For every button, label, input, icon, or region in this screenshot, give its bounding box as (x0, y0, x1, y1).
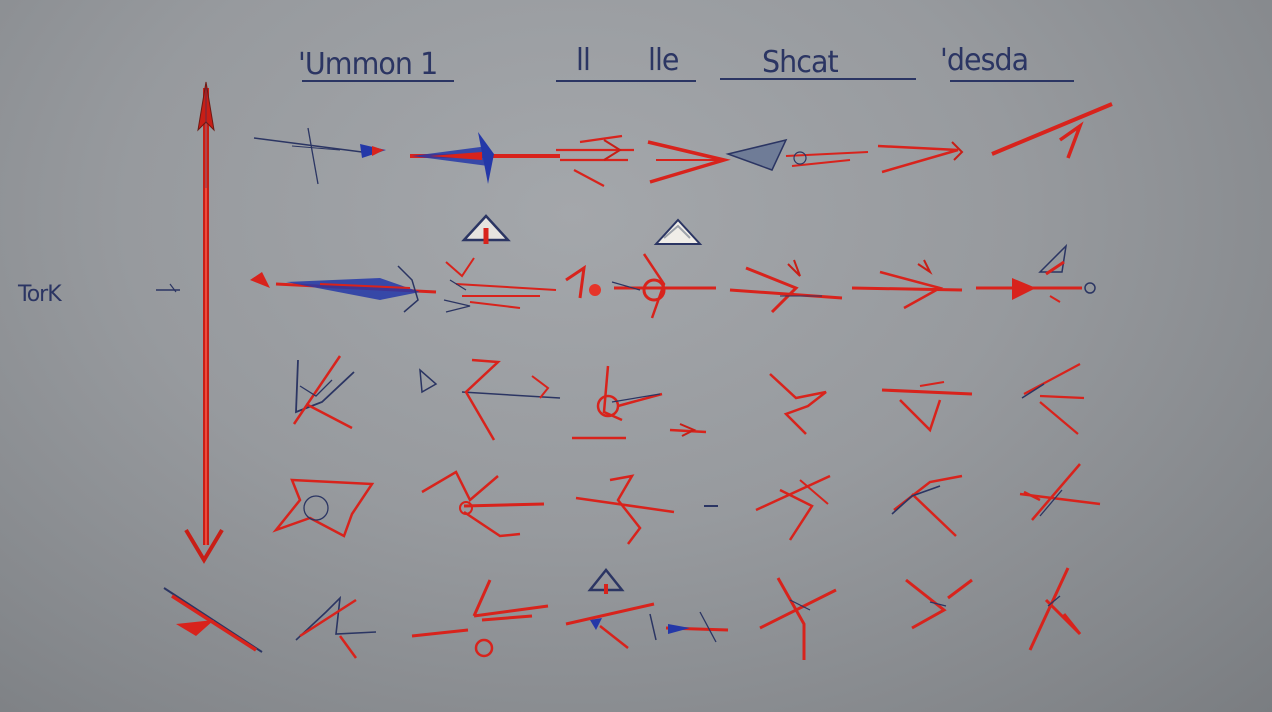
row4-arrow-3-icon (575, 474, 675, 545)
row3-arrow-4-icon (669, 423, 707, 437)
row4-arrow-5-icon (891, 474, 963, 537)
row5-arrow-3-icon (411, 579, 549, 658)
header-label-2: ll (576, 43, 591, 78)
row3-arrow-7-icon (1021, 363, 1085, 435)
row2-arrow-3-icon (565, 253, 716, 319)
header-underline-2 (556, 80, 696, 82)
row1-arrow-1-icon (253, 127, 386, 185)
header-label-3: lle (648, 43, 679, 78)
row2-arrow-4-icon (729, 259, 843, 314)
header-label-1: 'Ummon 1 (298, 47, 438, 82)
row2-arrow-6-icon (976, 243, 1096, 303)
row3-arrow-5-icon (769, 373, 827, 435)
header-label-5: 'desda (940, 43, 1029, 78)
row1-arrow-3-icon (556, 134, 634, 187)
row4-arrow-6-icon (1019, 463, 1101, 521)
row1-arrow-2-icon (410, 132, 560, 184)
side-label: TorK (18, 282, 62, 307)
row3-arrow-2-icon (419, 358, 561, 441)
row5-arrow-7-icon (905, 578, 973, 630)
row2-arrow-2-icon (443, 257, 557, 313)
header-underline-1 (302, 80, 454, 82)
row2-arrow-1-icon (250, 265, 437, 313)
up-triangle-2-icon (653, 218, 703, 245)
row1-arrow-7-icon (991, 102, 1113, 159)
vertical-axis-arrow-icon (184, 81, 224, 564)
row4-arrow-2-icon (421, 470, 545, 538)
up-triangle-1-icon (461, 214, 511, 244)
row5-arrow-1-icon (163, 587, 263, 653)
up-triangle-3-icon (587, 567, 625, 594)
row5-arrow-8-icon (1028, 567, 1082, 651)
row2-arrow-5-icon (851, 259, 963, 310)
row3-arrow-3-icon (572, 365, 663, 440)
row5-arrow-2-icon (295, 595, 377, 659)
row4-arrow-1-icon (272, 478, 375, 538)
header-label-4: Shcat (762, 45, 839, 80)
header-underline-3 (720, 78, 916, 80)
row1-arrow-5-icon (725, 138, 869, 171)
row5-arrow-5-icon (665, 611, 729, 643)
row5-arrow-4-icon (565, 602, 657, 649)
side-tick-icon (156, 283, 180, 293)
header-underline-4 (950, 80, 1074, 82)
row1-arrow-6-icon (877, 141, 964, 174)
row3-arrow-6-icon (881, 381, 973, 433)
row4-arrow-4-icon (755, 474, 831, 541)
row3-arrow-1-icon (292, 355, 355, 430)
row5-arrow-6-icon (759, 577, 837, 660)
row1-arrow-4-icon (647, 140, 731, 184)
